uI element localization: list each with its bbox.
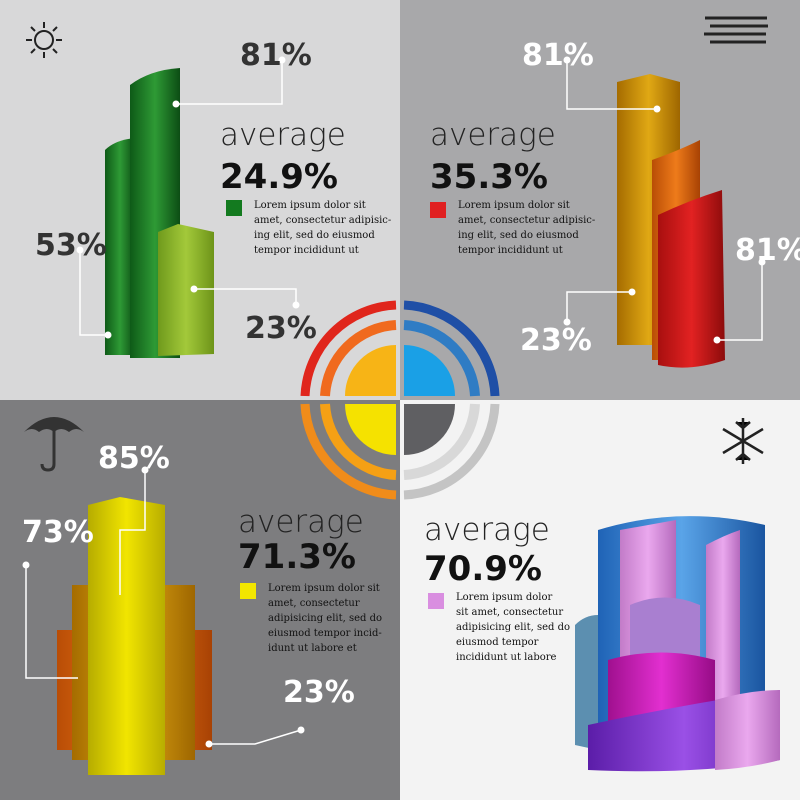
connector	[566, 60, 657, 110]
body-text: Lorem ipsum dolor sit	[268, 583, 380, 594]
connector	[566, 291, 632, 322]
bar-group	[57, 497, 212, 775]
average-value: 35.3%	[430, 157, 548, 197]
body-text: Lorem ipsum dolor sit	[458, 200, 570, 211]
bar	[630, 597, 700, 670]
body-text: tempor incididunt ut	[458, 245, 563, 256]
body-text: eiusmod tempor	[456, 637, 539, 648]
bar	[158, 224, 214, 356]
umbrella-icon	[24, 417, 84, 472]
body-text: amet, consectetur adipisic-	[458, 215, 595, 226]
average-value: 71.3%	[238, 537, 356, 577]
sun-icon	[26, 22, 62, 58]
bar	[658, 190, 725, 368]
bar	[715, 690, 780, 770]
body-text: amet, consectetur adipisic-	[254, 215, 391, 226]
body-text: ing elit, sed do eiusmod	[254, 230, 375, 241]
legend-swatch	[430, 202, 446, 218]
heading: average	[424, 512, 550, 548]
bar-group	[105, 68, 214, 358]
connector	[209, 729, 302, 745]
body-text: Lorem ipsum dolor	[456, 592, 552, 603]
body-text: incididunt ut labore	[456, 652, 557, 663]
connector	[717, 262, 763, 341]
percent-label: 53%	[35, 228, 107, 263]
bar	[105, 138, 135, 355]
connector	[194, 288, 297, 305]
bar-group	[575, 516, 780, 772]
percent-label: 85%	[98, 441, 170, 476]
legend-swatch	[428, 593, 444, 609]
heading: average	[220, 117, 346, 153]
body-text: sit amet, consectetur	[456, 607, 563, 618]
rain-icon	[704, 16, 768, 44]
body-text: idunt ut labore et	[268, 643, 357, 654]
bar-group	[617, 74, 725, 368]
percent-label: 81%	[522, 38, 594, 73]
bar	[575, 615, 598, 750]
bar	[88, 497, 165, 775]
legend-swatch	[240, 583, 256, 599]
connectors	[22, 56, 766, 748]
body-text: ing elit, sed do eiusmod	[458, 230, 579, 241]
center-emblem	[300, 300, 500, 500]
average-value: 70.9%	[424, 549, 542, 589]
percent-label: 81%	[735, 233, 800, 268]
body-text: Lorem ipsum dolor sit	[254, 200, 366, 211]
percent-label: 23%	[520, 323, 592, 358]
heading: average	[238, 504, 364, 540]
connector	[25, 565, 78, 679]
legend-swatch	[226, 200, 242, 216]
body-text: adipisicing elit, sed do	[268, 613, 382, 624]
connector	[119, 470, 146, 595]
percent-label: 23%	[283, 675, 355, 710]
body-text: adipisicing elit, sed do	[456, 622, 570, 633]
body-text: amet, consectetur	[268, 598, 360, 609]
snowflake-icon	[722, 418, 764, 464]
percent-label: 81%	[240, 38, 312, 73]
percent-label: 73%	[22, 515, 94, 550]
heading: average	[430, 117, 556, 153]
body-text: eiusmod tempor incid-	[268, 628, 382, 639]
average-value: 24.9%	[220, 157, 338, 197]
percent-label: 23%	[245, 311, 317, 346]
connector	[176, 60, 283, 105]
connector	[79, 250, 108, 336]
body-text: tempor incididunt ut	[254, 245, 359, 256]
